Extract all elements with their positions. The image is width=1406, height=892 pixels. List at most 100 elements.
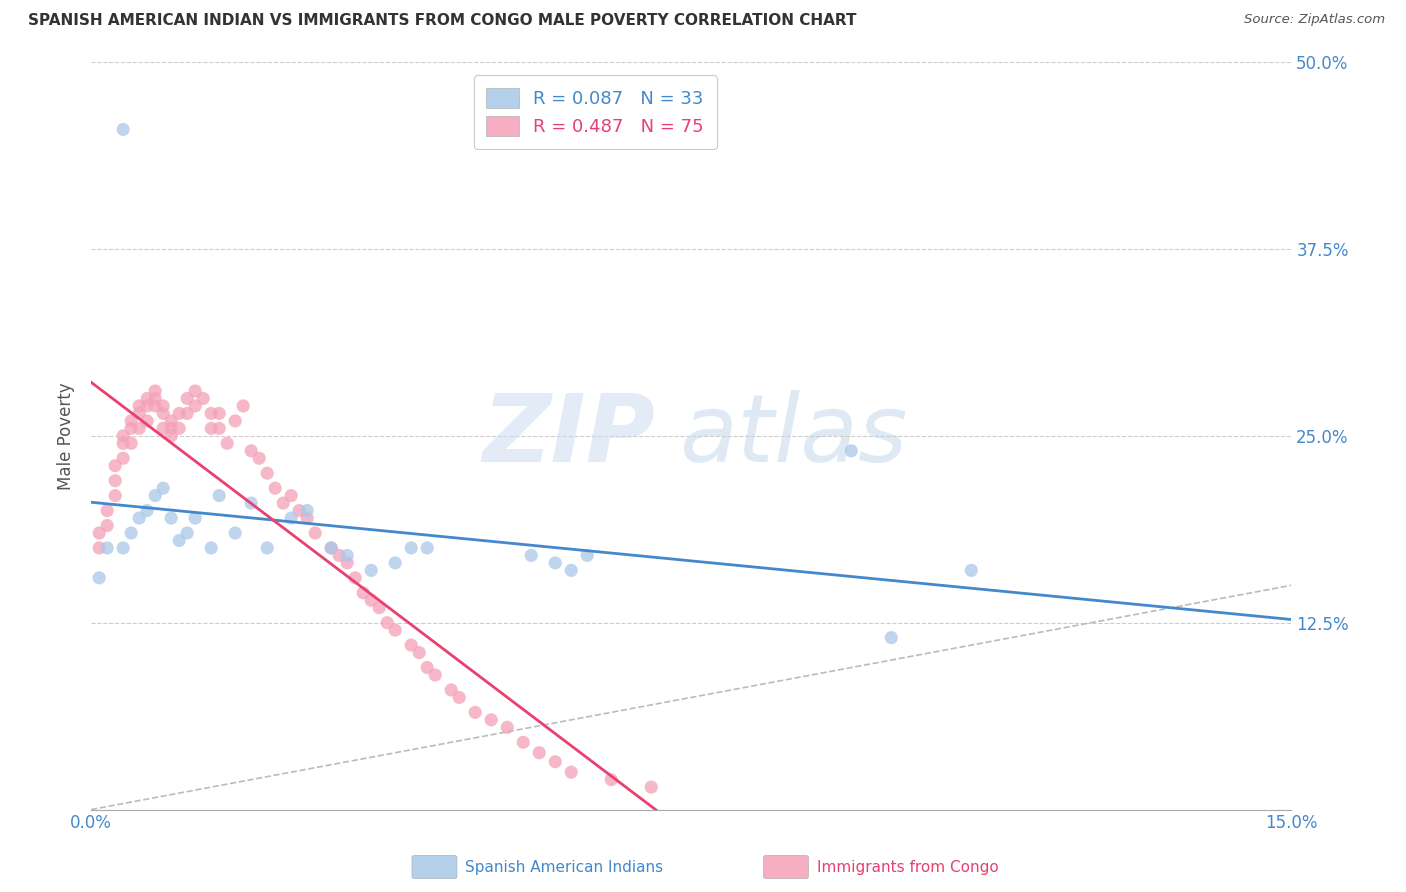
Legend: R = 0.087   N = 33, R = 0.487   N = 75: R = 0.087 N = 33, R = 0.487 N = 75 [474, 75, 717, 149]
Point [449, 690, 471, 705]
Text: Immigrants from Congo: Immigrants from Congo [817, 860, 998, 874]
Point [112, 451, 135, 466]
Point [560, 563, 582, 577]
Point [176, 526, 198, 541]
Point [960, 563, 983, 577]
Point [128, 511, 150, 525]
Point [416, 660, 439, 674]
Point [167, 533, 190, 548]
Point [224, 526, 246, 541]
Point [160, 511, 183, 525]
Point [360, 563, 382, 577]
Point [240, 496, 263, 510]
Point [167, 406, 190, 420]
Point [360, 593, 382, 607]
Point [96, 541, 118, 555]
Point [496, 720, 519, 734]
Point [416, 541, 439, 555]
Point [408, 646, 430, 660]
Point [240, 443, 263, 458]
Point [352, 586, 374, 600]
Point [399, 541, 422, 555]
Point [328, 549, 350, 563]
Point [224, 414, 246, 428]
Point [120, 414, 142, 428]
Point [112, 429, 135, 443]
Point [120, 526, 142, 541]
Point [368, 600, 391, 615]
Point [384, 556, 406, 570]
Point [136, 399, 159, 413]
Point [167, 421, 190, 435]
Point [160, 429, 183, 443]
Point [232, 399, 254, 413]
Point [143, 392, 166, 406]
Point [128, 399, 150, 413]
Point [336, 549, 359, 563]
Text: atlas: atlas [679, 391, 907, 482]
Point [336, 556, 359, 570]
Point [152, 406, 174, 420]
Point [425, 668, 447, 682]
Point [184, 399, 207, 413]
Point [104, 489, 127, 503]
Point [280, 511, 302, 525]
Point [184, 384, 207, 398]
Point [271, 496, 294, 510]
Point [128, 421, 150, 435]
Point [247, 451, 270, 466]
Point [217, 436, 239, 450]
Point [128, 406, 150, 420]
Point [344, 571, 367, 585]
Point [321, 541, 343, 555]
Point [600, 772, 623, 787]
Point [104, 474, 127, 488]
Point [280, 489, 302, 503]
Point [176, 406, 198, 420]
Point [184, 511, 207, 525]
Point [152, 481, 174, 495]
Point [89, 541, 111, 555]
Point [143, 384, 166, 398]
Text: SPANISH AMERICAN INDIAN VS IMMIGRANTS FROM CONGO MALE POVERTY CORRELATION CHART: SPANISH AMERICAN INDIAN VS IMMIGRANTS FR… [28, 13, 856, 29]
Point [375, 615, 398, 630]
Point [256, 541, 278, 555]
Point [208, 421, 231, 435]
Point [136, 503, 159, 517]
Point [136, 392, 159, 406]
Point [112, 541, 135, 555]
Text: ZIP: ZIP [482, 390, 655, 482]
Point [193, 392, 215, 406]
Point [321, 541, 343, 555]
Point [544, 556, 567, 570]
Point [256, 467, 278, 481]
Point [200, 421, 222, 435]
Point [384, 623, 406, 637]
Point [112, 436, 135, 450]
Point [399, 638, 422, 652]
Point [208, 489, 231, 503]
Point [208, 406, 231, 420]
Y-axis label: Male Poverty: Male Poverty [58, 382, 75, 490]
Point [96, 518, 118, 533]
Point [112, 122, 135, 136]
Text: Source: ZipAtlas.com: Source: ZipAtlas.com [1244, 13, 1385, 27]
Point [104, 458, 127, 473]
Point [479, 713, 502, 727]
Point [96, 503, 118, 517]
Point [560, 765, 582, 780]
Point [143, 399, 166, 413]
Point [288, 503, 311, 517]
Point [304, 526, 326, 541]
Point [440, 682, 463, 697]
Point [264, 481, 287, 495]
Point [520, 549, 543, 563]
Point [544, 755, 567, 769]
Point [152, 399, 174, 413]
Point [152, 421, 174, 435]
Point [880, 631, 903, 645]
Point [200, 406, 222, 420]
Point [143, 489, 166, 503]
Point [529, 746, 551, 760]
Point [176, 392, 198, 406]
